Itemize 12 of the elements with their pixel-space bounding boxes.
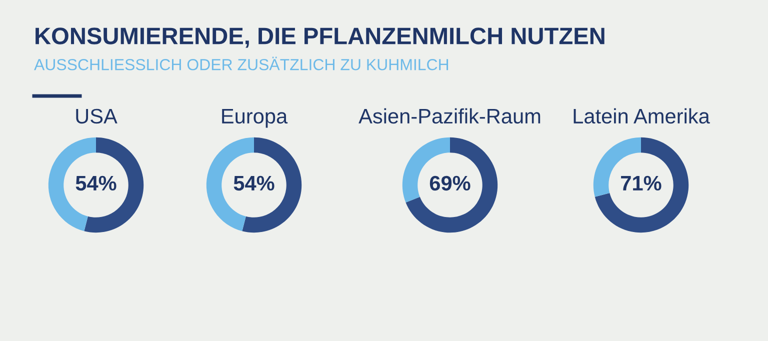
- text: KONSUMIERENDE, DIE PFLANZENMILCH NUTZEN: [36, 28, 604, 48]
- chart-title: Latein Amerika: [574, 108, 710, 124]
- chart-title: Europa: [222, 109, 288, 128]
- chart-title: Asien-Pazifik-Raum: [358, 108, 540, 124]
- donut-slice: [594, 137, 689, 233]
- data-label: 54%: [234, 176, 274, 191]
- chart-title: USA: [76, 108, 118, 124]
- donut-slice: [406, 137, 498, 233]
- data-label: 54%: [76, 176, 116, 191]
- text: AUSSCHLIESSLICH ODER ZUSÄTZLICH ZU KUHMILCH: [34, 56, 448, 70]
- data-label: 69%: [430, 176, 470, 191]
- data-label: 71%: [621, 176, 662, 191]
